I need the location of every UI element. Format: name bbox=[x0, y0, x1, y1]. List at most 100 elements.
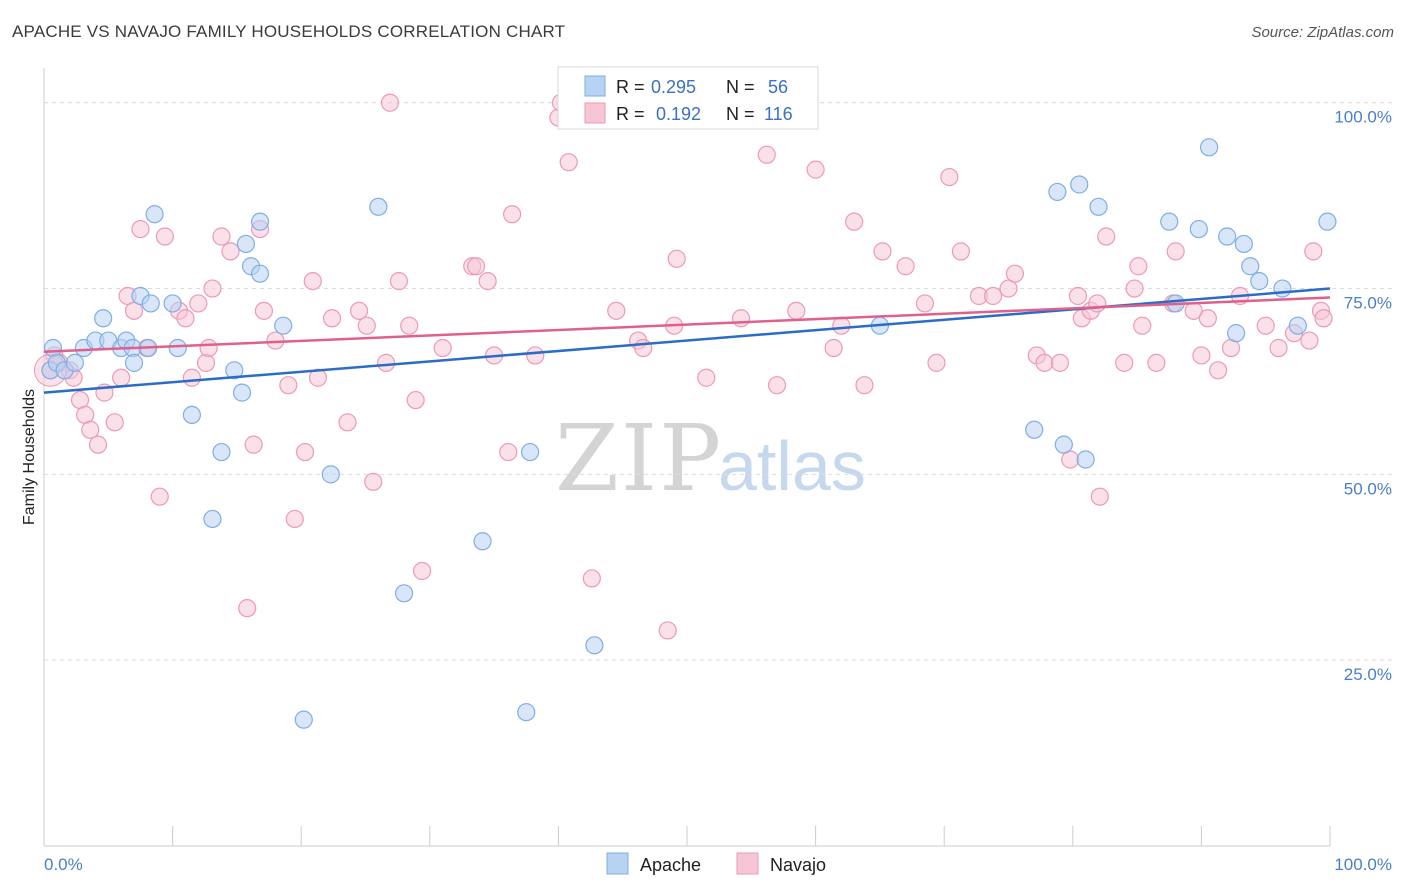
apache-point bbox=[1241, 257, 1260, 276]
apache-point bbox=[1054, 435, 1073, 454]
legend-apache-swatch bbox=[606, 852, 629, 875]
watermark-zip: ZIP bbox=[555, 405, 723, 512]
navajo-point bbox=[927, 353, 946, 372]
navajo-point bbox=[364, 472, 383, 491]
y-tick-label: 50.0% bbox=[1344, 479, 1392, 498]
navajo-point bbox=[279, 376, 298, 395]
apache-point bbox=[1076, 450, 1095, 469]
navajo-point bbox=[634, 338, 653, 358]
navajo-point bbox=[951, 242, 971, 261]
navajo-trend-line bbox=[43, 296, 1331, 353]
apache-point bbox=[521, 442, 540, 462]
chart-title: APACHE VS NAVAJO FAMILY HOUSEHOLDS CORRE… bbox=[12, 22, 566, 41]
apache-series bbox=[41, 138, 1337, 729]
apache-point bbox=[1273, 279, 1292, 298]
apache-point bbox=[1025, 420, 1044, 439]
navajo-point bbox=[1050, 353, 1070, 372]
navajo-point bbox=[1304, 242, 1323, 261]
navajo-point bbox=[1133, 316, 1152, 335]
watermark-atlas: atlas bbox=[718, 427, 866, 505]
navajo-point bbox=[433, 338, 452, 358]
navajo-n-label: N = bbox=[726, 104, 755, 124]
navajo-point bbox=[767, 376, 787, 395]
y-tick-label: 25.0% bbox=[1344, 665, 1392, 684]
navajo-point bbox=[667, 249, 686, 268]
navajo-point bbox=[212, 227, 231, 246]
apache-legend-swatch bbox=[584, 75, 606, 97]
apache-point bbox=[65, 353, 84, 372]
trend-lines bbox=[43, 287, 1331, 394]
navajo-point bbox=[254, 301, 274, 320]
apache-point bbox=[1234, 234, 1253, 254]
navajo-point bbox=[221, 242, 240, 261]
navajo-point bbox=[824, 338, 843, 358]
y-tick-label: 75.0% bbox=[1344, 294, 1392, 313]
apache-r-label: R = bbox=[616, 77, 645, 97]
apache-point bbox=[1318, 212, 1337, 231]
apache-point bbox=[1089, 197, 1108, 216]
apache-point bbox=[274, 316, 293, 335]
navajo-point bbox=[238, 599, 257, 618]
apache-point bbox=[1288, 316, 1307, 335]
navajo-point bbox=[182, 368, 201, 387]
navajo-point bbox=[189, 294, 208, 313]
navajo-point bbox=[658, 621, 677, 640]
navajo-point bbox=[1192, 346, 1211, 365]
legend-navajo-swatch bbox=[736, 852, 759, 875]
correlation-legend: R = 0.295 N = 56 R = 0.192 N = 116 bbox=[557, 66, 819, 130]
navajo-point bbox=[412, 561, 432, 581]
y-tick-label: 100.0% bbox=[1334, 108, 1392, 127]
navajo-point bbox=[1115, 353, 1134, 372]
navajo-point bbox=[1256, 316, 1275, 335]
navajo-point bbox=[983, 286, 1003, 306]
apache-point bbox=[236, 234, 256, 254]
navajo-point bbox=[1147, 353, 1166, 372]
navajo-point bbox=[1068, 286, 1088, 306]
apache-n-label: N = bbox=[726, 77, 755, 97]
apache-point bbox=[168, 338, 187, 358]
navajo-point bbox=[1090, 487, 1109, 506]
apache-point bbox=[203, 509, 222, 529]
navajo-point bbox=[199, 338, 218, 358]
apache-point bbox=[1218, 227, 1237, 246]
navajo-point bbox=[196, 353, 216, 372]
apache-point bbox=[585, 636, 604, 655]
apache-point bbox=[394, 584, 414, 603]
x-tick-label-max: 100.0% bbox=[1334, 855, 1392, 874]
apache-point bbox=[1070, 175, 1089, 194]
navajo-n-value: 116 bbox=[764, 104, 793, 124]
apache-point bbox=[141, 294, 160, 313]
apache-point bbox=[43, 338, 63, 358]
apache-point bbox=[1250, 272, 1269, 291]
navajo-point bbox=[1314, 309, 1333, 328]
navajo-point bbox=[466, 257, 486, 276]
legend-navajo-label: Navajo bbox=[770, 855, 826, 875]
apache-point bbox=[1200, 138, 1219, 157]
navajo-legend-swatch bbox=[584, 102, 606, 124]
navajo-point bbox=[915, 294, 935, 313]
navajo-point bbox=[203, 279, 222, 298]
navajo-point bbox=[406, 390, 425, 410]
y-axis-title: Family Households bbox=[21, 389, 38, 525]
axes bbox=[43, 68, 1331, 847]
navajo-point bbox=[757, 145, 776, 164]
navajo-point bbox=[112, 368, 131, 387]
x-tick-labels: 0.0% 100.0% bbox=[44, 855, 1392, 874]
navajo-r-value: 0.192 bbox=[656, 104, 701, 124]
navajo-point bbox=[295, 442, 315, 462]
navajo-point bbox=[1088, 294, 1107, 313]
navajo-point bbox=[526, 346, 545, 365]
series-legend: Apache Navajo bbox=[606, 852, 826, 875]
navajo-point bbox=[155, 227, 174, 246]
navajo-point bbox=[81, 420, 100, 439]
apache-point bbox=[94, 309, 113, 328]
navajo-point bbox=[1125, 279, 1144, 298]
navajo-point bbox=[88, 435, 108, 454]
apache-point bbox=[250, 264, 270, 283]
navajo-point bbox=[845, 212, 864, 231]
navajo-point bbox=[322, 309, 342, 328]
apache-point bbox=[321, 465, 340, 484]
legend-apache-label: Apache bbox=[640, 855, 701, 875]
apache-point bbox=[517, 703, 536, 722]
